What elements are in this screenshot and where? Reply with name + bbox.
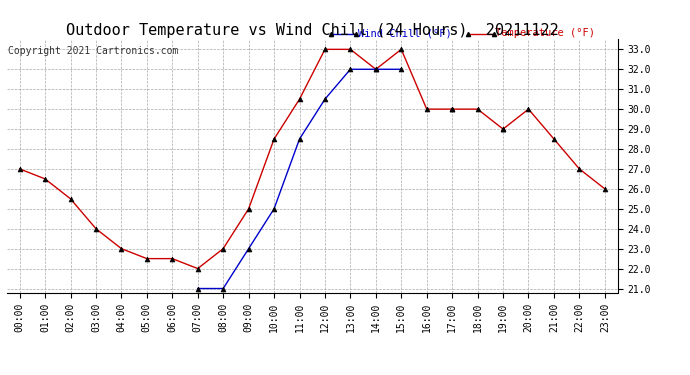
Text: Temperature (°F): Temperature (°F)	[495, 28, 595, 38]
Text: Copyright 2021 Cartronics.com: Copyright 2021 Cartronics.com	[8, 46, 179, 56]
Text: Wind Chill (°F): Wind Chill (°F)	[358, 28, 452, 38]
Title: Outdoor Temperature vs Wind Chill (24 Hours)  20211122: Outdoor Temperature vs Wind Chill (24 Ho…	[66, 23, 559, 38]
